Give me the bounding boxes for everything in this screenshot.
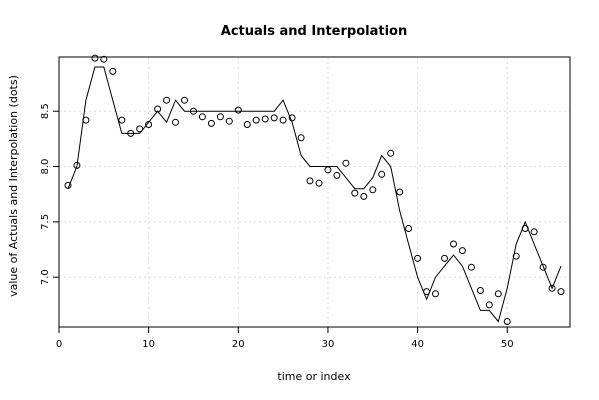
actual-point [73, 161, 81, 169]
actual-point [270, 114, 278, 122]
actual-point [190, 107, 197, 115]
grid [58, 57, 570, 327]
y-tick-label: 7.5 [40, 214, 51, 230]
actual-point [118, 116, 126, 124]
actual-point [333, 171, 341, 179]
actual-point [342, 159, 350, 167]
actual-point [530, 228, 538, 236]
actual-point [136, 125, 144, 133]
actual-point [351, 189, 359, 197]
x-tick-label: 20 [232, 339, 245, 350]
x-tick-label: 30 [322, 339, 335, 350]
chart-title: Actuals and Interpolation [221, 24, 407, 39]
x-tick-label: 40 [411, 339, 424, 350]
actual-point [360, 192, 368, 200]
actual-point [306, 177, 314, 185]
x-axis-label: time or index [277, 370, 351, 383]
interpolation-series [67, 66, 562, 323]
actual-point [458, 247, 466, 255]
actual-point [109, 67, 117, 75]
actual-point [512, 252, 520, 260]
actual-point [91, 54, 99, 62]
actual-point [476, 287, 484, 294]
y-axis-label: value of Actuals and Interpolation (dots… [7, 75, 20, 297]
y-tick-label: 8.0 [40, 159, 51, 175]
actual-point [432, 290, 439, 298]
actual-point [315, 179, 323, 187]
actual-point [450, 240, 457, 248]
actual-point [207, 119, 215, 127]
actual-point [288, 114, 296, 122]
actual-point [234, 106, 242, 114]
actual-point [441, 254, 448, 262]
actual-point [521, 225, 529, 232]
actuals-series [64, 54, 565, 325]
x-tick-label: 10 [142, 339, 155, 350]
actual-point [423, 288, 431, 296]
actual-point [405, 225, 413, 232]
interpolation-line [67, 66, 562, 323]
y-tick-label: 8.5 [40, 103, 51, 119]
y-tick-label: 7.0 [40, 269, 51, 285]
actual-point [198, 113, 206, 121]
actual-point [243, 121, 251, 128]
actual-point [145, 121, 153, 128]
actual-point [485, 301, 493, 309]
plot-frame [58, 56, 571, 328]
actual-point [163, 96, 171, 104]
actual-point [127, 129, 135, 137]
actual-point [64, 181, 72, 189]
actual-point [252, 116, 260, 124]
actual-point [324, 166, 332, 174]
actual-point [225, 117, 233, 125]
actual-point [100, 55, 108, 63]
actual-point [261, 115, 269, 123]
actual-point [414, 254, 422, 262]
actual-point [172, 118, 179, 126]
actual-point [557, 288, 565, 296]
actual-point [378, 170, 386, 178]
actual-point [548, 284, 556, 292]
actual-point [396, 188, 404, 196]
actual-point [181, 96, 188, 104]
actual-point [216, 113, 224, 121]
x-tick-label: 0 [56, 339, 62, 350]
actual-point [279, 116, 287, 124]
actual-point [387, 149, 395, 157]
actual-point [503, 318, 511, 325]
actual-point [369, 186, 377, 194]
actual-point [154, 105, 162, 113]
axes: 0 10 20 30 40 50 7.0 7.5 8.0 8.5 [40, 103, 514, 350]
actual-point [82, 116, 90, 124]
x-tick-label: 50 [501, 339, 514, 350]
actual-point [494, 290, 502, 298]
actual-point [467, 263, 475, 271]
actual-point [539, 263, 547, 271]
actual-point [297, 134, 305, 142]
